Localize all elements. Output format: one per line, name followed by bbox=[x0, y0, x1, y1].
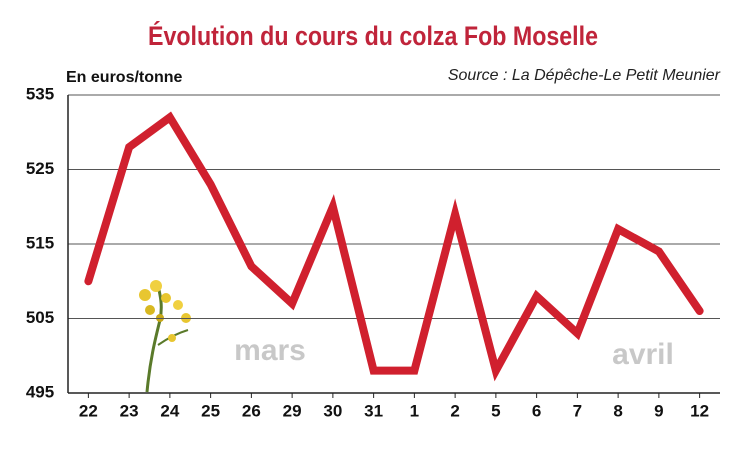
x-tick-label: 5 bbox=[491, 401, 500, 420]
x-tick-label: 6 bbox=[532, 401, 541, 420]
x-tick-label: 7 bbox=[573, 401, 582, 420]
x-tick-label: 12 bbox=[690, 401, 709, 420]
x-tick-label: 2 bbox=[450, 401, 459, 420]
annotation: avril bbox=[612, 338, 674, 371]
x-tick-label: 8 bbox=[613, 401, 622, 420]
y-tick-label: 525 bbox=[26, 159, 54, 178]
x-tick-label: 25 bbox=[201, 401, 220, 420]
x-tick-label: 1 bbox=[410, 401, 419, 420]
x-tick-label: 26 bbox=[242, 401, 261, 420]
y-tick-label: 495 bbox=[26, 382, 54, 401]
y-tick-label: 535 bbox=[26, 84, 54, 103]
y-tick-label: 505 bbox=[26, 308, 54, 327]
y-axis-label: En euros/tonne bbox=[66, 69, 183, 86]
x-tick-label: 24 bbox=[160, 401, 179, 420]
x-tick-label: 30 bbox=[323, 401, 342, 420]
source: Source : La Dépêche-Le Petit Meunier bbox=[448, 67, 721, 84]
annotation: mars bbox=[234, 334, 306, 367]
x-tick-label: 29 bbox=[283, 401, 302, 420]
x-tick-label: 31 bbox=[364, 401, 383, 420]
chart-title: Évolution du cours du colza Fob Moselle bbox=[148, 20, 598, 51]
x-tick-label: 22 bbox=[79, 401, 98, 420]
x-tick-label: 23 bbox=[120, 401, 139, 420]
x-tick-label: 9 bbox=[654, 401, 663, 420]
flower-illustration bbox=[139, 280, 191, 393]
line bbox=[84, 111, 704, 382]
y-tick-label: 515 bbox=[26, 233, 54, 252]
